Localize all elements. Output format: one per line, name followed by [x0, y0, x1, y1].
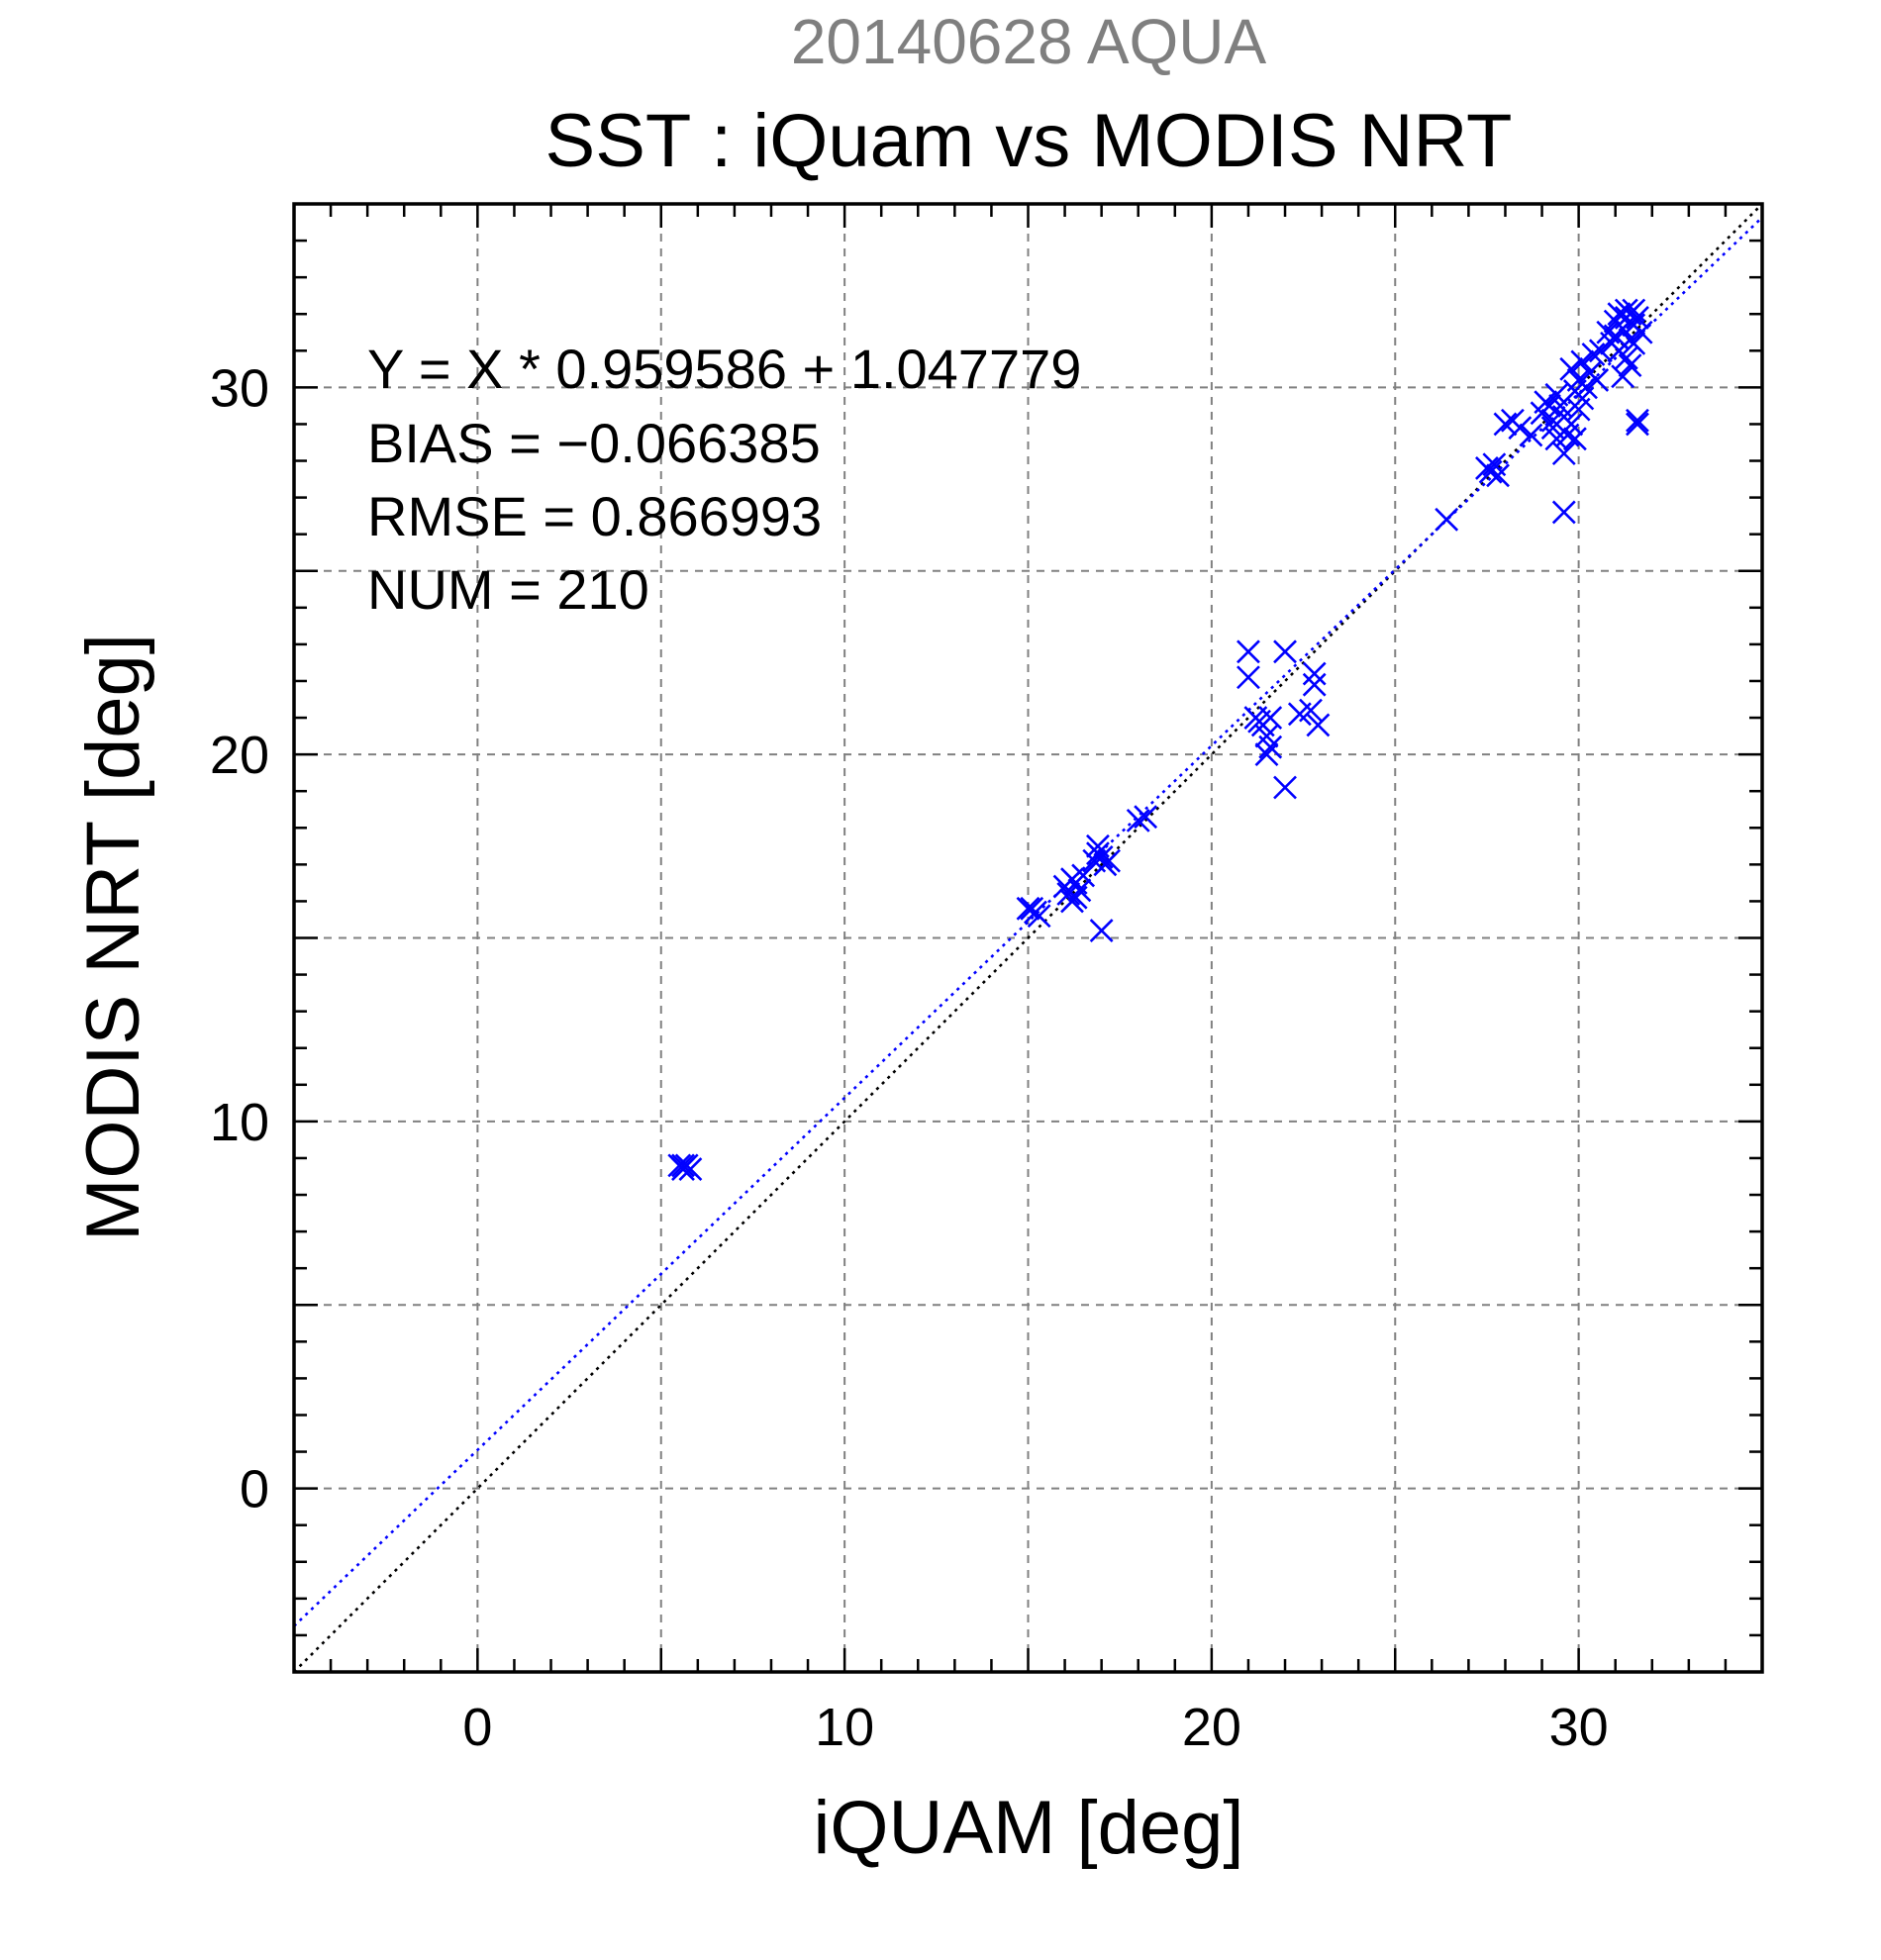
- y-tick-label: 30: [210, 358, 269, 418]
- stats-box: Y = X * 0.959586 + 1.047779 BIAS = −0.06…: [367, 338, 1081, 621]
- data-point: [1273, 639, 1297, 664]
- data-point: [1614, 298, 1638, 323]
- data-point: [1581, 343, 1606, 366]
- data-point: [1563, 427, 1587, 451]
- rmse-value: RMSE = 0.866993: [367, 485, 822, 547]
- data-point: [1435, 507, 1459, 532]
- data-point: [1551, 441, 1576, 466]
- x-tick-label: 30: [1549, 1698, 1609, 1757]
- chart-supertitle: 20140628 AQUA: [791, 6, 1267, 77]
- x-tick-labels: 0 10 20 30: [462, 1698, 1608, 1757]
- data-point: [1519, 423, 1543, 447]
- data-point: [1247, 709, 1271, 734]
- regression-equation: Y = X * 0.959586 + 1.047779: [367, 338, 1081, 400]
- data-point: [1626, 412, 1649, 437]
- data-point: [1622, 298, 1646, 323]
- x-tick-label: 20: [1182, 1698, 1241, 1757]
- data-point: [1611, 364, 1635, 389]
- num-value: NUM = 210: [367, 558, 649, 621]
- data-point: [1618, 353, 1642, 378]
- data-point: [1585, 368, 1610, 392]
- data-point: [1614, 345, 1638, 370]
- x-tick-label: 0: [462, 1698, 492, 1757]
- data-point: [1060, 867, 1084, 892]
- data-point: [1306, 713, 1331, 737]
- data-point: [1258, 735, 1283, 759]
- chart-title: SST : iQuam vs MODIS NRT: [545, 99, 1513, 183]
- y-tick-label: 20: [210, 726, 269, 785]
- data-point: [1559, 356, 1584, 381]
- data-point: [1478, 459, 1503, 484]
- data-point: [1299, 698, 1323, 723]
- data-point: [671, 1153, 695, 1178]
- data-point: [1237, 639, 1260, 664]
- data-point: [1607, 302, 1632, 327]
- data-point: [1237, 665, 1260, 690]
- data-point: [1537, 393, 1561, 418]
- grid-lines: [294, 204, 1762, 1672]
- data-point: [1273, 775, 1297, 800]
- bias-value: BIAS = −0.066385: [367, 412, 821, 474]
- y-axis-label: MODIS NRT [deg]: [71, 634, 155, 1241]
- data-point: [1570, 349, 1595, 374]
- plot-frame: [292, 202, 1764, 1674]
- data-point: [1063, 885, 1088, 910]
- data-point: [1629, 320, 1653, 344]
- data-point: [1486, 463, 1510, 488]
- y-tick-label: 10: [210, 1093, 269, 1152]
- minor-ticks: [294, 204, 1762, 1672]
- data-point: [1089, 919, 1114, 943]
- data-point: [1067, 878, 1092, 903]
- data-point: [678, 1157, 703, 1181]
- data-point: [1126, 808, 1150, 833]
- data-point: [1574, 375, 1598, 400]
- data-point: [1097, 848, 1121, 873]
- data-points: [667, 298, 1653, 1181]
- x-tick-label: 10: [815, 1698, 874, 1757]
- data-point: [1302, 672, 1327, 697]
- y-tick-label: 0: [240, 1460, 269, 1519]
- data-point: [1254, 742, 1279, 767]
- data-point: [1622, 331, 1646, 355]
- data-point: [1302, 661, 1327, 686]
- data-point: [1551, 500, 1576, 525]
- data-point: [1016, 896, 1040, 921]
- data-point: [1086, 841, 1110, 866]
- data-point: [1559, 412, 1584, 437]
- data-point: [1626, 408, 1649, 433]
- data-point: [1493, 412, 1518, 437]
- data-point: [1020, 896, 1044, 921]
- y-tick-labels: 0 10 20 30: [210, 358, 269, 1519]
- data-point: [1626, 306, 1649, 330]
- data-point: [1134, 805, 1158, 830]
- identity-line: [293, 203, 1763, 1673]
- x-axis-label: iQUAM [deg]: [813, 1786, 1243, 1870]
- regression-line: [293, 216, 1763, 1627]
- data-point: [1508, 416, 1533, 441]
